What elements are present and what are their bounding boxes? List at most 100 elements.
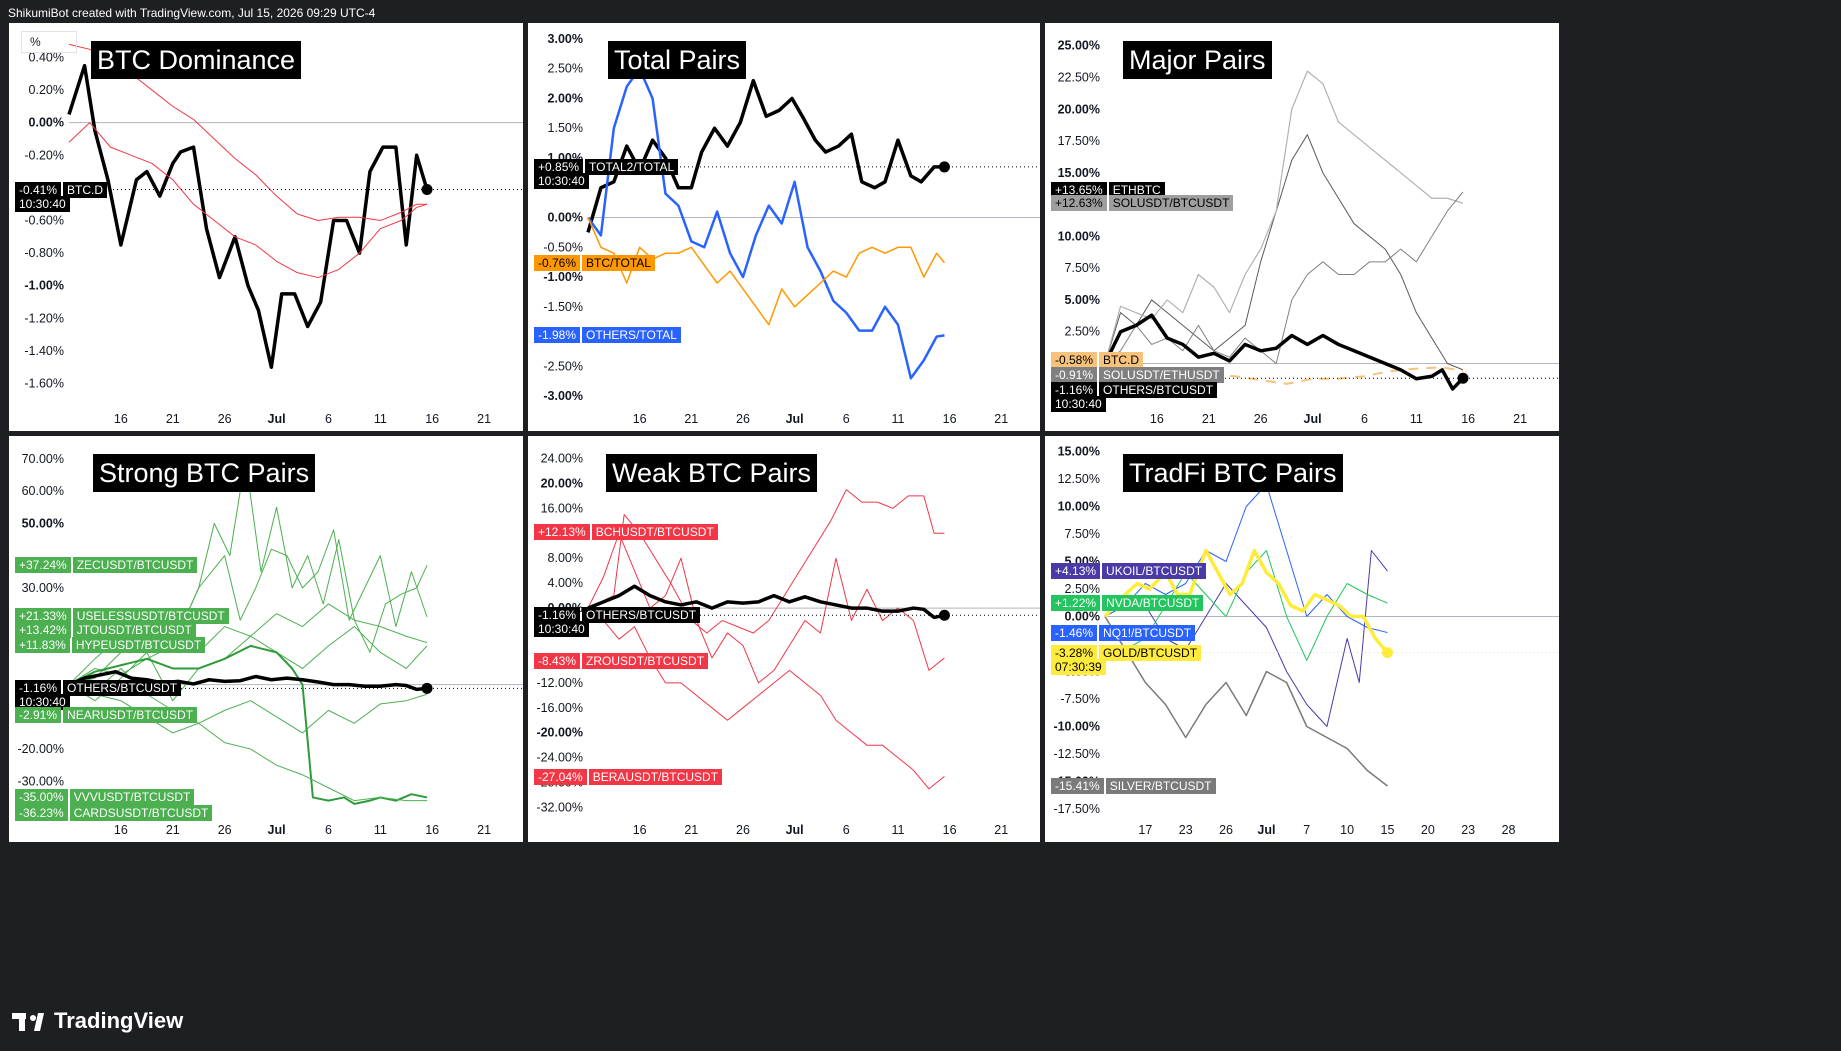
chart-svg: 25.00% 22.50% 20.00% 17.50% 15.00% 10.00% 7.50… — [1058, 39, 1559, 426]
series-label-value: +12.63% — [1051, 194, 1107, 211]
chart-panel[interactable]: 70.00% 60.00% 50.00% 30.00% -20.00% -30.00% 16… — [9, 436, 523, 842]
series-label[interactable]: -0.76% BTC/TOTAL — [534, 254, 655, 271]
series-label[interactable]: +12.63% SOLUSDT/BTCUSDT — [1051, 194, 1234, 211]
series-label-name: OTHERS/TOTAL — [582, 327, 681, 344]
series-label[interactable]: +37.24% ZECUSDT/BTCUSDT — [15, 556, 198, 573]
series-label-value: -0.76% — [534, 254, 581, 271]
series-label-value: -0.91% — [1051, 367, 1098, 384]
series-label-name: USELESSUSDT/BTCUSDT — [72, 607, 229, 624]
y-tick-label: -24.00% — [536, 751, 583, 765]
series-label[interactable]: -27.04% BERAUSDT/BTCUSDT — [534, 768, 723, 785]
series-label[interactable]: -8.43% ZROUSDT/BTCUSDT — [534, 652, 709, 669]
series-line[interactable] — [587, 607, 945, 790]
series-label-value: -0.41% — [15, 181, 62, 198]
chart-title: Strong BTC Pairs — [93, 454, 316, 492]
chart-panel[interactable]: 3.00%2.50%2.00%1.50%1.00%0.00%-0.50%-1.0… — [528, 23, 1040, 431]
series-label-name: NEARUSDT/BTCUSDT — [63, 707, 198, 724]
y-tick-label: 30.00% — [22, 581, 64, 595]
x-tick-label: 26 — [736, 823, 750, 837]
series-label[interactable]: -2.91% NEARUSDT/BTCUSDT — [15, 707, 198, 724]
series-line[interactable] — [587, 489, 945, 634]
tradingview-logo[interactable]: TradingView — [12, 1008, 183, 1034]
chart-title: Weak BTC Pairs — [606, 454, 818, 492]
x-tick-label: Jul — [786, 412, 804, 426]
series-line[interactable] — [68, 122, 428, 279]
series-line[interactable] — [586, 67, 945, 380]
x-tick-label: 6 — [843, 823, 850, 837]
series-line[interactable] — [1104, 191, 1464, 365]
series-label[interactable]: -15.41% SILVER/BTCUSDT — [1051, 778, 1216, 794]
y-tick-label: -0.80% — [24, 246, 64, 260]
chart-panel[interactable]: 15.00%12.50%10.00%7.50%5.00%2.50%0.00%-5… — [1045, 436, 1559, 842]
series-label[interactable]: -1.16% OTHERS/BTCUSDT 10:30:40 — [534, 607, 701, 638]
series-label[interactable]: +1.22% NVDA/BTCUSDT — [1051, 595, 1204, 612]
series-line[interactable] — [587, 532, 945, 684]
series-line[interactable] — [67, 63, 429, 369]
series-label[interactable]: -0.91% SOLUSDT/ETHUSDT — [1051, 367, 1224, 384]
y-tick-label: -20.00% — [536, 726, 583, 740]
series-label[interactable]: -0.58% BTC.D — [1051, 352, 1144, 369]
x-tick-label: 16 — [633, 412, 647, 426]
y-tick-label: -1.20% — [24, 311, 64, 325]
series-line[interactable] — [68, 684, 428, 802]
series-label-name: SILVER/BTCUSDT — [1105, 778, 1216, 794]
x-tick-label: Jul — [786, 823, 804, 837]
series-label[interactable]: +13.42% JTOUSDT/BTCUSDT — [15, 622, 196, 639]
series-label[interactable]: -35.00% VVVUSDT/BTCUSDT — [15, 789, 195, 806]
y-tick-label: -12.50% — [1053, 747, 1100, 761]
y-tick-label: -0.50% — [543, 240, 583, 254]
x-tick-label: 11 — [1410, 412, 1423, 426]
series-line[interactable] — [587, 217, 946, 326]
chart-panel[interactable]: 25.00% 22.50% 20.00% 17.50% 15.00% 10.00% 7.50… — [1045, 23, 1559, 431]
y-tick-label: 3.00% — [548, 32, 583, 46]
series-label[interactable]: -1.98% OTHERS/TOTAL — [534, 327, 681, 344]
series-label[interactable]: +0.85% TOTAL2/TOTAL 10:30:40 — [534, 158, 679, 189]
series-label[interactable]: -36.23% CARDSUSDT/BTCUSDT — [15, 804, 213, 821]
series-label[interactable]: +21.33% USELESSUSDT/BTCUSDT — [15, 607, 229, 624]
series-label[interactable]: -3.28% GOLD/BTCUSDT 07:30:39 — [1051, 644, 1202, 675]
y-tick-label: 2.50% — [548, 62, 583, 76]
series-label[interactable]: -1.16% OTHERS/BTCUSDT 10:30:40 — [15, 680, 182, 711]
chart-panel[interactable]: 0.40% 0.20% 0.00% -0.20% -0.60% -0.80% -1.00% -… — [9, 23, 523, 431]
series-line[interactable] — [1104, 70, 1464, 364]
y-tick-label: 10.00% — [1058, 229, 1100, 243]
x-tick-label: 21 — [166, 823, 180, 837]
series-line[interactable] — [68, 626, 428, 702]
series-label-time: 10:30:40 — [1051, 396, 1106, 413]
series-label[interactable]: +4.13% UKOIL/BTCUSDT — [1051, 563, 1207, 580]
series-label-value: +12.13% — [534, 524, 590, 541]
series-line[interactable] — [68, 669, 428, 692]
x-tick-label: 16 — [114, 823, 128, 837]
series-label[interactable]: +12.13% BCHUSDT/BTCUSDT — [534, 524, 718, 541]
series-line[interactable] — [1104, 616, 1388, 787]
last-value-dot — [938, 609, 950, 621]
series-label[interactable]: -1.46% NQ1!/BTCUSDT — [1051, 624, 1196, 641]
series-label[interactable]: +13.65% ETHBTC — [1051, 181, 1165, 198]
series-line[interactable] — [1103, 313, 1465, 391]
y-tick-label: 20.00% — [1058, 102, 1100, 116]
series-line[interactable] — [587, 584, 945, 620]
x-tick-label: 21 — [684, 412, 698, 426]
series-label-name: SOLUSDT/ETHUSDT — [1099, 367, 1224, 384]
scale-mode-button[interactable]: % — [21, 31, 77, 53]
y-tick-label: -0.60% — [24, 214, 64, 228]
series-label[interactable]: +11.83% HYPEUSDT/BTCUSDT — [15, 636, 206, 653]
chart-panel[interactable]: 24.00%20.00%16.00%8.00%4.00%0.00%-12.00%… — [528, 436, 1040, 842]
y-tick-label: 10.00% — [1058, 500, 1100, 514]
y-tick-label: 20.00% — [541, 476, 583, 490]
last-value-dot — [938, 161, 950, 173]
series-label-value: +0.85% — [534, 158, 584, 175]
y-tick-label: 8.00% — [548, 551, 583, 565]
x-tick-label: 21 — [994, 412, 1008, 426]
series-line[interactable] — [586, 78, 945, 233]
last-value-dot — [1457, 372, 1469, 384]
series-label[interactable]: -1.16% OTHERS/BTCUSDT 10:30:40 — [1051, 382, 1218, 413]
x-tick-label: 21 — [477, 412, 491, 426]
y-tick-label: 12.50% — [1058, 472, 1100, 486]
x-tick-label: 23 — [1179, 823, 1193, 837]
series-label-time: 10:30:40 — [15, 195, 70, 212]
series-label-value: +21.33% — [15, 607, 71, 624]
y-tick-label: 0.40% — [29, 50, 64, 64]
series-label[interactable]: -0.41% BTC.D 10:30:40 — [15, 181, 108, 212]
series-line[interactable] — [1104, 134, 1464, 371]
